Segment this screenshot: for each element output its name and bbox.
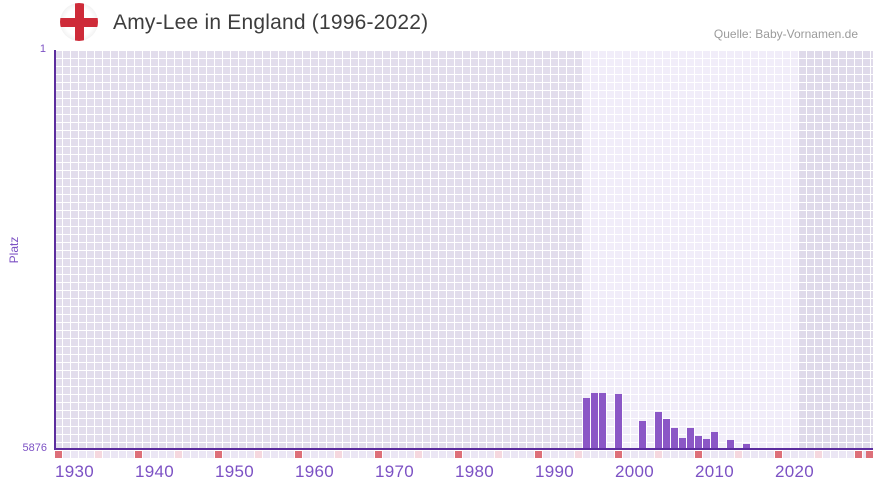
x-axis-line	[54, 448, 873, 450]
x-tick-label-1980: 1980	[455, 462, 495, 481]
bar-1996[interactable]	[583, 398, 590, 448]
x-tick-cell-1975	[415, 451, 422, 458]
x-tick-label-2020: 2020	[775, 462, 815, 481]
bar-2009[interactable]	[687, 428, 694, 448]
x-tick-cell-2020	[775, 451, 782, 458]
bar-2006[interactable]	[663, 419, 670, 448]
y-axis-min-label: 5876	[22, 442, 47, 454]
x-tick-cell-2000	[615, 451, 622, 458]
bar-2005[interactable]	[655, 412, 662, 448]
x-tick-cell-1950	[215, 451, 222, 458]
x-tick-label-1950: 1950	[215, 462, 255, 481]
x-tick-label-1930: 1930	[55, 462, 95, 481]
y-axis-title: Platz	[7, 236, 21, 264]
bar-2003[interactable]	[639, 421, 646, 448]
flag-cross-vertical	[74, 3, 84, 41]
x-tick-cell-2005	[655, 451, 662, 458]
page-title: Amy-Lee in England (1996-2022)	[113, 11, 429, 34]
x-tick-cell-1980	[455, 451, 462, 458]
x-tick-label-1990: 1990	[535, 462, 575, 481]
x-tick-cell-1995	[575, 451, 582, 458]
y-axis-line	[54, 50, 56, 450]
bar-1997[interactable]	[591, 393, 598, 448]
x-tick-cell-2025	[815, 451, 822, 458]
x-tick-cell-edge	[866, 451, 873, 458]
x-tick-cell-2030	[855, 451, 862, 458]
x-tick-label-1960: 1960	[295, 462, 335, 481]
bar-2007[interactable]	[671, 428, 678, 448]
x-tick-cell-1945	[175, 451, 182, 458]
x-tick-label-2010: 2010	[695, 462, 735, 481]
x-tick-cell-1970	[375, 451, 382, 458]
x-tick-label-1970: 1970	[375, 462, 415, 481]
x-axis-tick-row	[54, 451, 873, 458]
bar-2008[interactable]	[679, 438, 686, 448]
bar-2012[interactable]	[711, 432, 718, 448]
bar-2011[interactable]	[703, 439, 710, 448]
x-tick-cell-1985	[495, 451, 502, 458]
x-tick-cell-1960	[295, 451, 302, 458]
bar-2010[interactable]	[695, 436, 702, 448]
bar-2014[interactable]	[727, 440, 734, 448]
source-label: Quelle: Baby-Vornamen.de	[713, 27, 858, 41]
x-tick-cell-2010	[695, 451, 702, 458]
plot-band-data-range	[582, 50, 798, 448]
plot-band-before-range	[54, 50, 582, 448]
bar-2016[interactable]	[743, 444, 750, 448]
x-tick-label-1940: 1940	[135, 462, 175, 481]
x-tick-cell-1990	[535, 451, 542, 458]
x-tick-label-2000: 2000	[615, 462, 655, 481]
x-tick-cell-1930	[55, 451, 62, 458]
y-axis-max-label: 1	[39, 43, 46, 55]
bar-2000[interactable]	[615, 394, 622, 448]
plot-band-after-range	[798, 50, 873, 448]
england-flag-icon	[60, 3, 98, 41]
bar-1998[interactable]	[599, 393, 606, 448]
x-tick-cell-1965	[335, 451, 342, 458]
x-tick-cell-1940	[135, 451, 142, 458]
x-tick-cell-1955	[255, 451, 262, 458]
x-tick-cell-1935	[95, 451, 102, 458]
x-tick-cell-2015	[735, 451, 742, 458]
